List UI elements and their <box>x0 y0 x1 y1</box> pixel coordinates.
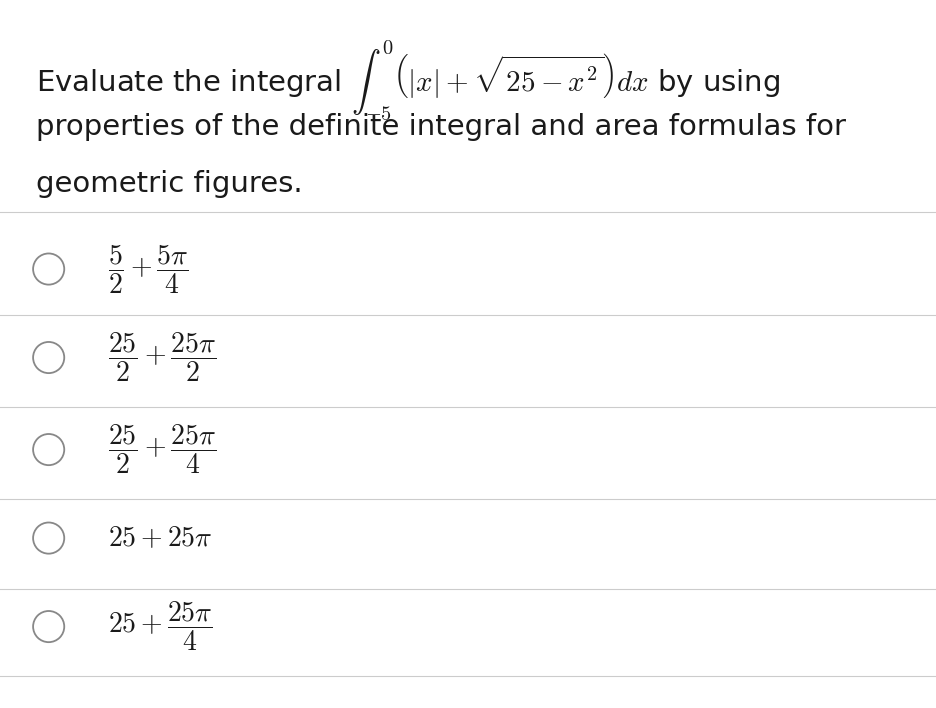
Text: $\dfrac{25}{2} + \dfrac{25\pi}{4}$: $\dfrac{25}{2} + \dfrac{25\pi}{4}$ <box>108 423 216 476</box>
Text: Evaluate the integral $\int_{-5}^{0} \left(|x| + \sqrt{25 - x^2}\right) dx$ by u: Evaluate the integral $\int_{-5}^{0} \le… <box>36 39 780 122</box>
Text: $\dfrac{5}{2} + \dfrac{5\pi}{4}$: $\dfrac{5}{2} + \dfrac{5\pi}{4}$ <box>108 242 188 296</box>
Text: $25 + 25\pi$: $25 + 25\pi$ <box>108 524 212 552</box>
Text: properties of the definite integral and area formulas for: properties of the definite integral and … <box>36 113 845 142</box>
Text: geometric figures.: geometric figures. <box>36 170 302 198</box>
Text: $\dfrac{25}{2} + \dfrac{25\pi}{2}$: $\dfrac{25}{2} + \dfrac{25\pi}{2}$ <box>108 331 216 384</box>
Text: $25 + \dfrac{25\pi}{4}$: $25 + \dfrac{25\pi}{4}$ <box>108 600 212 653</box>
